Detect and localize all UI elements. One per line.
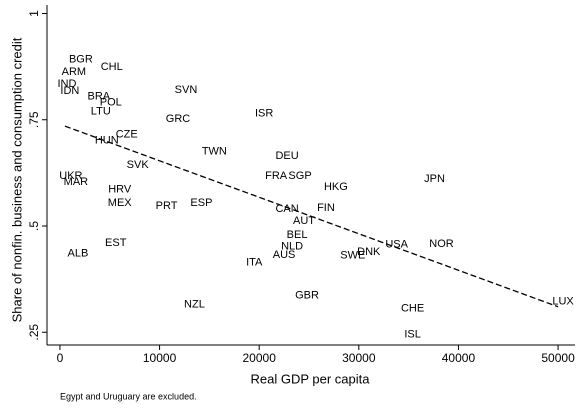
point-label: LTU: [91, 106, 111, 118]
y-tick-label: .75: [27, 111, 41, 128]
y-tick-label: .5: [27, 221, 41, 231]
point-label: ISL: [404, 328, 421, 340]
point-label: BEL: [287, 229, 308, 241]
point-label: USA: [385, 239, 408, 251]
point-label: PRT: [156, 200, 178, 212]
x-tick-label: 40000: [442, 351, 476, 365]
point-label: POL: [100, 97, 122, 109]
x-tick-label: 10000: [143, 351, 177, 365]
point-label: FRA: [265, 170, 288, 182]
point-label: UKR: [59, 170, 82, 182]
point-label: AUT: [293, 215, 315, 227]
x-tick-label: 0: [57, 351, 64, 365]
point-label: NZL: [184, 299, 205, 311]
point-label: BGR: [69, 53, 93, 65]
point-label: SVN: [175, 84, 198, 96]
point-label: DNK: [357, 246, 381, 258]
point-label: CZE: [116, 129, 138, 141]
point-label: HKG: [324, 181, 348, 193]
x-tick-label: 30000: [342, 351, 376, 365]
x-tick-label: 20000: [243, 351, 277, 365]
point-label: SGP: [288, 170, 311, 182]
point-label: GBR: [295, 290, 319, 302]
point-label: MAR: [64, 176, 89, 188]
point-label: HUN: [95, 134, 119, 146]
point-label: JPN: [424, 173, 445, 185]
point-label: SWE: [340, 250, 365, 262]
point-label: FIN: [317, 202, 335, 214]
y-axis-label: Share of nonfin. business and consumptio…: [9, 37, 24, 322]
point-label: BRA: [87, 91, 110, 103]
point-label: AUS: [273, 249, 296, 261]
y-tick-label: .25: [27, 324, 41, 341]
point-label: LUX: [552, 296, 574, 308]
point-label: ESP: [190, 197, 212, 209]
point-label: TWN: [202, 146, 227, 158]
point-label: DEU: [275, 150, 298, 162]
point-label: CHL: [101, 61, 123, 73]
note: Egypt and Uruguary are excluded.: [60, 391, 197, 401]
point-label: ALB: [67, 248, 88, 260]
point-label: SVK: [127, 159, 150, 171]
point-label: ISR: [255, 108, 273, 120]
point-label: IND: [57, 78, 76, 90]
point-label: CHE: [401, 302, 424, 314]
point-label: EST: [105, 237, 127, 249]
point-label: HRV: [108, 183, 132, 195]
point-label: GRC: [166, 113, 191, 125]
point-label: ITA: [246, 256, 263, 268]
point-label: ARM: [62, 66, 86, 78]
x-axis-label: Real GDP per capita: [251, 371, 371, 386]
fit-line: [64, 125, 559, 308]
x-tick-label: 50000: [541, 351, 575, 365]
y-tick-label: 1: [27, 10, 41, 17]
point-label: IDN: [60, 85, 79, 97]
point-label: NLD: [281, 241, 303, 253]
point-label: MEX: [108, 197, 133, 209]
point-label: NOR: [429, 238, 454, 250]
